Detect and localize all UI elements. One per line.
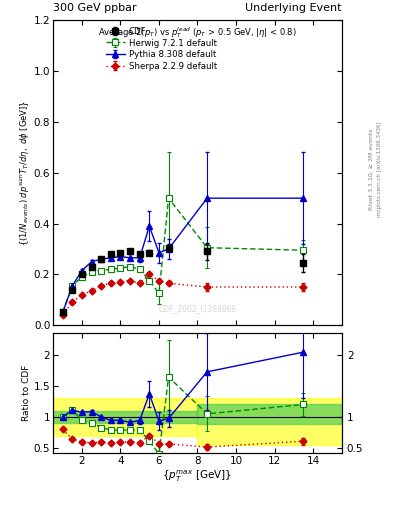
- Bar: [198, 404, 342, 424]
- Text: CDF_2002_I1388868: CDF_2002_I1388868: [158, 304, 237, 313]
- Y-axis label: Ratio to CDF: Ratio to CDF: [22, 365, 31, 421]
- Text: Rivet 3.1.10, ≥ 3M events: Rivet 3.1.10, ≥ 3M events: [369, 128, 374, 210]
- Bar: [53, 398, 198, 436]
- Legend: CDF, Herwig 7.2.1 default, Pythia 8.308 default, Sherpa 2.2.9 default: CDF, Herwig 7.2.1 default, Pythia 8.308 …: [102, 24, 220, 74]
- Bar: [53, 411, 198, 423]
- Text: Underlying Event: Underlying Event: [245, 3, 342, 13]
- X-axis label: $\{p_T^{max}\ [\mathrm{GeV}]\}$: $\{p_T^{max}\ [\mathrm{GeV}]\}$: [162, 468, 233, 484]
- Text: Average $\Sigma(p_T)$ vs $p_T^{lead}$ ($p_T$ > 0.5 GeV, $|\eta|$ < 0.8): Average $\Sigma(p_T)$ vs $p_T^{lead}$ ($…: [98, 25, 297, 40]
- Bar: [198, 398, 342, 445]
- Y-axis label: $\{(1/N_{events})\ dp^{sum}T_T/d\eta,\ d\phi\ [\mathrm{GeV}]\}$: $\{(1/N_{events})\ dp^{sum}T_T/d\eta,\ d…: [18, 100, 31, 246]
- Text: mcplots.cern.ch [arXiv:1306.3436]: mcplots.cern.ch [arXiv:1306.3436]: [377, 121, 382, 217]
- Text: 300 GeV ppbar: 300 GeV ppbar: [53, 3, 137, 13]
